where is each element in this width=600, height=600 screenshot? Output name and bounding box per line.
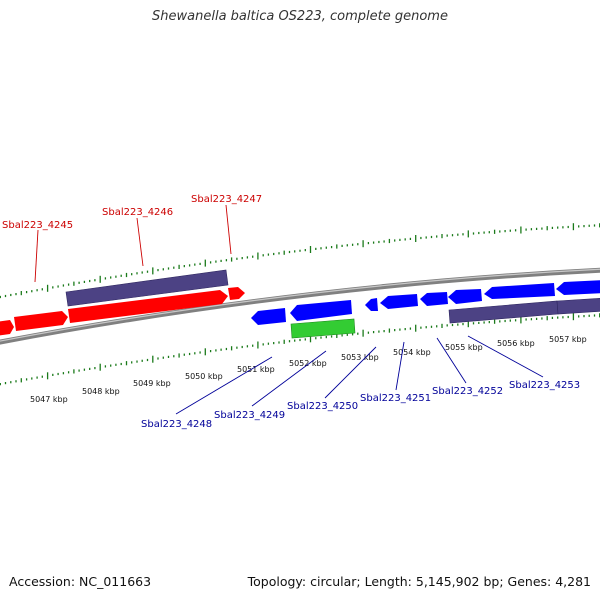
outer-tick-ruler [0,223,600,299]
rna-gene-box [290,318,356,339]
reverse-gene-label[interactable]: Sbal223_4252 [432,386,503,397]
cds-track-forward [65,269,229,307]
reverse-gene-arrow [556,280,600,295]
scale-label: 5050 kbp [185,372,223,381]
cds-track-reverse [556,298,600,315]
reverse-gene-label[interactable]: Sbal223_4250 [287,401,358,412]
forward-gene-arrow [228,287,245,300]
forward-gene-label[interactable]: Sbal223_4245 [2,220,73,231]
forward-gene-leader [34,229,39,283]
accession-text: Accession: NC_011663 [9,574,152,589]
reverse-gene-arrow [380,294,418,309]
reverse-gene-leader [175,356,273,415]
forward-gene-leader [136,217,144,267]
forward-gene-leader [225,204,232,255]
scale-label: 5056 kbp [497,339,535,348]
reverse-gene-arrow [448,289,482,304]
reverse-gene-leader [467,335,544,378]
reverse-gene-label[interactable]: Sbal223_4253 [509,380,580,391]
reverse-gene-leader [251,350,327,407]
reverse-gene-arrow [365,298,378,311]
genome-summary-text: Topology: circular; Length: 5,145,902 bp… [247,574,591,589]
genome-backbone [0,267,600,345]
reverse-gene-leader [436,337,467,384]
scale-labels: 5047 kbp 5048 kbp 5049 kbp 5050 kbp 5051… [30,335,587,404]
scale-label: 5049 kbp [133,379,171,388]
reverse-gene-label[interactable]: Sbal223_4251 [360,393,431,404]
forward-gene-label[interactable]: Sbal223_4247 [191,194,262,205]
scale-label: 5053 kbp [341,353,379,362]
reverse-gene-label[interactable]: Sbal223_4249 [214,410,285,421]
forward-gene-arrow [14,311,68,331]
forward-gene-arrow [0,320,14,336]
reverse-gene-arrow [290,300,352,321]
reverse-gene-arrow [251,308,286,325]
scale-label: 5051 kbp [237,365,275,374]
reverse-gene-label[interactable]: Sbal223_4248 [141,419,212,430]
reverse-gene-arrow [484,283,555,299]
genome-backbone-highlight [0,268,600,342]
reverse-gene-leader [395,341,405,391]
forward-gene-label[interactable]: Sbal223_4246 [102,207,173,218]
cds-track-reverse [448,300,559,324]
reverse-gene-arrow [420,292,448,306]
forward-gene-arrow [68,290,228,323]
scale-label: 5055 kbp [445,343,483,352]
scale-label: 5048 kbp [82,387,120,396]
genome-title: Shewanella baltica OS223, complete genom… [152,9,448,24]
scale-label: 5054 kbp [393,348,431,357]
scale-label: 5052 kbp [289,359,327,368]
scale-label: 5047 kbp [30,395,68,404]
reverse-gene-leader [324,346,377,399]
scale-label: 5057 kbp [549,335,587,344]
